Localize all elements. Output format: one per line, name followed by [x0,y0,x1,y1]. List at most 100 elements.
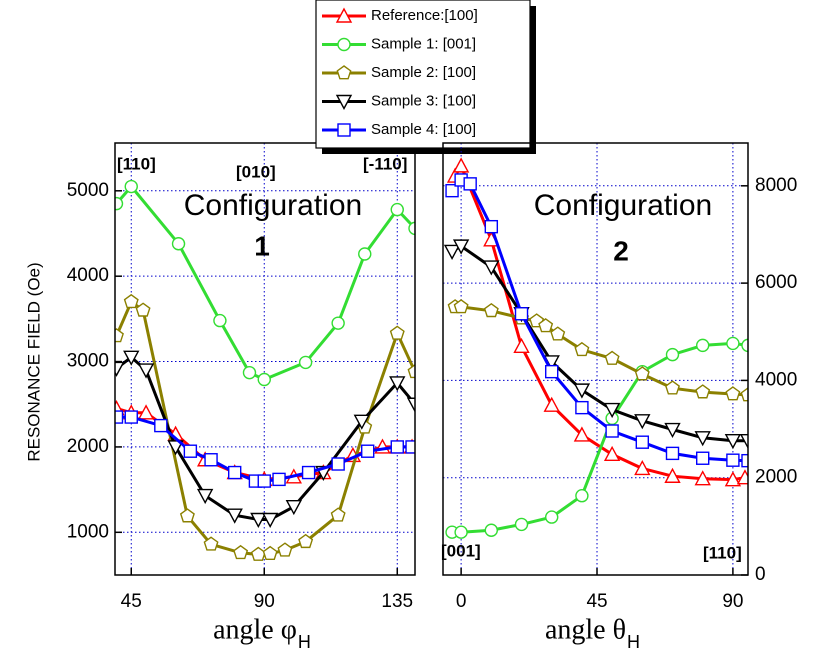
marker [335,94,353,110]
marker [634,366,650,381]
marker [250,512,267,528]
marker [250,546,266,561]
marker [452,239,470,255]
annotation: Configuration [184,189,362,222]
marker [513,337,530,354]
marker [696,338,710,353]
x-tick-label: 135 [381,591,413,612]
marker [725,386,741,401]
marker [603,402,621,419]
marker [262,512,279,528]
plot-area [115,179,415,561]
annotation: [110] [117,154,156,173]
marker [726,336,740,351]
marker [574,341,590,357]
marker [124,410,138,424]
marker [463,177,477,191]
marker [405,440,415,454]
marker [407,363,415,379]
marker [514,517,529,532]
marker [665,347,680,362]
y-tick-label: 1000 [67,521,109,542]
marker [695,384,711,399]
x-tick-label: 90 [722,591,743,612]
plot-area [443,157,748,539]
marker [337,123,351,137]
marker [226,508,243,524]
marker [301,465,316,480]
marker [337,37,351,52]
marker [336,65,352,80]
x-tick-label: 0 [456,591,467,612]
marker [183,444,198,458]
marker [726,453,740,467]
marker [724,471,742,487]
annotation: 2 [613,235,629,266]
marker [358,247,372,261]
marker [740,387,748,402]
marker [196,488,214,505]
marker [115,361,125,377]
marker [575,400,589,415]
marker [124,179,138,194]
marker [575,489,589,503]
annotation: [-110] [363,154,407,173]
y-tick-label: 8000 [755,175,797,196]
y-axis-label: RESONANCE FIELD (Oe) [24,262,43,461]
marker [390,440,404,454]
x-tick-label: 45 [121,591,142,612]
marker [115,328,124,343]
marker [605,424,619,438]
marker [361,444,375,458]
marker [115,196,124,211]
marker [389,376,406,392]
y-tick-label: 0 [755,564,766,585]
marker [634,459,651,476]
marker [483,302,499,318]
marker [115,410,124,424]
marker [298,533,314,549]
marker [242,365,257,380]
marker [664,467,681,483]
x-axis-label-sub: H [627,632,640,652]
marker [167,440,184,456]
marker [137,404,155,420]
legend-label: Sample 4: [100] [371,121,476,138]
marker [694,431,711,447]
marker [123,350,140,366]
marker [545,364,559,379]
y-tick-label: 5000 [67,180,109,201]
legend-label: Sample 3: [100] [371,92,476,109]
marker [154,418,168,433]
x-axis-label: angle θ [545,614,626,645]
y-tick-label: 2000 [755,467,797,488]
marker [452,157,470,173]
marker [696,451,710,465]
marker [330,507,346,522]
marker [262,545,278,561]
legend-label: Sample 1: [001] [371,35,476,52]
marker [635,435,650,449]
annotation: [110] [703,543,742,562]
marker [739,434,748,450]
marker [550,326,566,341]
marker [213,313,227,328]
marker [171,237,186,251]
marker [634,414,651,430]
marker [604,350,620,365]
marker [573,383,591,399]
marker [257,474,271,488]
marker [228,465,242,480]
marker [741,338,748,353]
marker [123,293,139,309]
marker [204,453,218,467]
marker [389,325,405,340]
marker [285,499,302,516]
marker [233,544,249,560]
marker [484,219,499,234]
marker [135,302,151,317]
legend-label: Reference:[100] [371,7,478,24]
marker [331,316,345,330]
marker [736,469,748,485]
